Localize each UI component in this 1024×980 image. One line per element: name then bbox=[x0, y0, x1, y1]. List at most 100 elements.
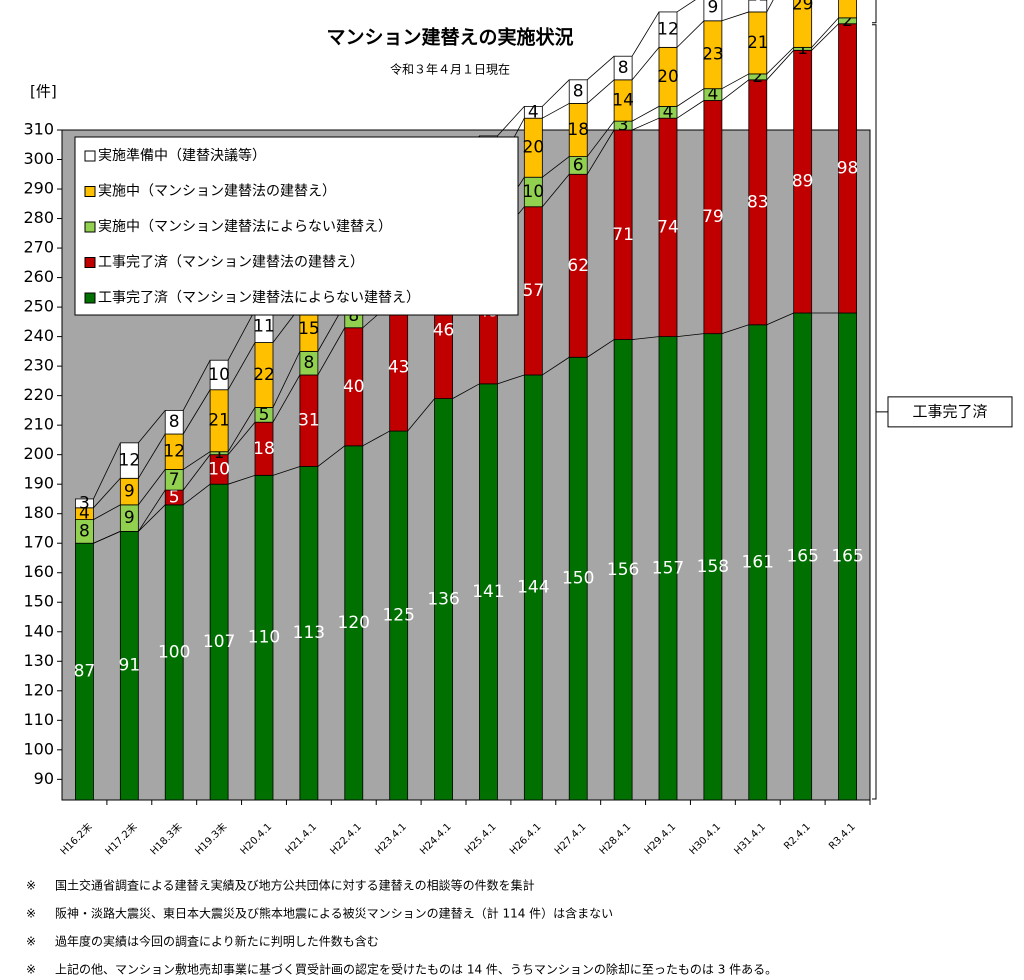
bar-segment bbox=[838, 0, 857, 19]
data-label: 3 bbox=[79, 493, 90, 513]
legend-label: 工事完了済（マンション建替法によらない建替え） bbox=[98, 290, 420, 306]
y-tick-label: 180 bbox=[23, 503, 54, 522]
connector-line bbox=[272, 351, 301, 408]
data-label: 74 bbox=[657, 217, 679, 237]
note-text: 国土交通省調査による建替え実績及び地方公共団体に対する建替えの相談等の件数を集計 bbox=[55, 878, 535, 893]
data-label: 150 bbox=[562, 569, 594, 589]
data-label: 62 bbox=[567, 256, 589, 276]
x-tick-label: R2.4.1 bbox=[782, 821, 813, 852]
data-label: 57 bbox=[523, 281, 545, 301]
note-text: 阪神・淡路大震災、東日本大震災及び熊本地震による被災マンションの建替え（計 11… bbox=[55, 906, 613, 921]
bar-segment bbox=[568, 79, 588, 104]
data-label: 4 bbox=[79, 504, 90, 524]
connector-line bbox=[766, 50, 794, 81]
data-label: 6 bbox=[573, 155, 584, 175]
y-tick-label: 210 bbox=[23, 415, 54, 434]
x-tick-label: H27.4.1 bbox=[553, 821, 589, 857]
connector-line bbox=[317, 445, 346, 467]
bar-segment bbox=[75, 498, 94, 509]
y-tick-label: 200 bbox=[23, 444, 54, 463]
data-label: 161 bbox=[742, 552, 774, 572]
connector-line bbox=[497, 106, 525, 137]
data-label: 110 bbox=[248, 628, 280, 648]
data-label: 9 bbox=[124, 508, 135, 528]
connector-line bbox=[182, 483, 211, 506]
data-label: 157 bbox=[652, 558, 684, 578]
data-label: 100 bbox=[158, 642, 190, 662]
connector-line bbox=[138, 504, 166, 532]
x-tick-label: H31.4.1 bbox=[732, 821, 768, 857]
connector-line bbox=[272, 374, 301, 423]
data-label: 136 bbox=[427, 589, 459, 609]
connector-line bbox=[93, 504, 121, 520]
connector-line bbox=[811, 17, 839, 48]
data-label: 156 bbox=[607, 560, 639, 580]
data-label: 8 bbox=[303, 353, 314, 373]
data-label: 141 bbox=[472, 582, 504, 602]
data-label: 3 bbox=[618, 116, 629, 136]
y-tick-label: 130 bbox=[23, 651, 54, 670]
connector-line bbox=[137, 433, 166, 479]
connector-line bbox=[676, 100, 705, 119]
x-tick-label: H24.4.1 bbox=[418, 821, 454, 857]
connector-line bbox=[542, 103, 570, 119]
connector-line bbox=[542, 79, 570, 107]
connector-line bbox=[138, 469, 166, 506]
y-tick-label: 190 bbox=[23, 474, 54, 493]
data-label: 46 bbox=[433, 321, 455, 341]
connector-line bbox=[631, 117, 660, 131]
y-tick-label: 150 bbox=[23, 592, 54, 611]
connector-line bbox=[766, 47, 794, 75]
connector-line bbox=[766, 0, 774, 13]
legend-label: 実施中（マンション建替法の建替え） bbox=[98, 184, 336, 200]
bar-segment bbox=[703, 0, 723, 22]
data-label: 120 bbox=[338, 613, 370, 633]
connector-line bbox=[676, 0, 696, 13]
data-label: 113 bbox=[293, 623, 325, 643]
connector-line bbox=[227, 309, 256, 361]
data-label: 1 bbox=[214, 443, 225, 463]
bar-segment bbox=[658, 11, 678, 48]
connector-line bbox=[766, 312, 794, 326]
y-tick-label: 220 bbox=[23, 385, 54, 404]
bar-segment bbox=[748, 0, 768, 13]
connector-line bbox=[542, 356, 570, 376]
connector-line bbox=[227, 342, 256, 390]
note-text: 過年度の実績は今回の調査により新たに判明した件数も含む bbox=[55, 934, 379, 949]
legend-swatch bbox=[84, 150, 96, 162]
x-tick-label: H25.4.1 bbox=[463, 821, 499, 857]
data-label: 15 bbox=[298, 319, 320, 339]
connector-line bbox=[586, 79, 615, 104]
connector-line bbox=[137, 489, 166, 532]
bar-segment bbox=[613, 55, 633, 81]
data-label: 18 bbox=[567, 120, 589, 140]
y-tick-label: 250 bbox=[23, 297, 54, 316]
connector-line bbox=[317, 327, 346, 376]
connector-line bbox=[227, 474, 256, 485]
x-tick-label: R3.4.1 bbox=[827, 821, 858, 852]
legend-swatch bbox=[84, 186, 96, 197]
y-tick-label: 120 bbox=[23, 680, 54, 699]
data-label: 91 bbox=[119, 656, 141, 676]
data-label: 71 bbox=[612, 225, 634, 245]
connector-line bbox=[631, 47, 660, 81]
data-label: 10 bbox=[523, 182, 545, 202]
y-tick-label: 170 bbox=[23, 533, 54, 552]
data-label: 165 bbox=[831, 546, 863, 566]
y-tick-label: 100 bbox=[23, 739, 54, 758]
data-label: 20 bbox=[523, 138, 545, 158]
y-tick-label: 290 bbox=[23, 179, 54, 198]
note-text: 上記の他、マンション敷地売却事業に基づく買受計画の認定を受けたものは 14 件、… bbox=[55, 962, 777, 977]
connector-line bbox=[676, 88, 705, 107]
legend-swatch bbox=[84, 292, 96, 304]
x-tick-label: H21.4.1 bbox=[284, 821, 320, 857]
connector-line bbox=[362, 430, 390, 447]
connector-line bbox=[631, 11, 660, 57]
connector-line bbox=[587, 339, 615, 358]
data-label: 11 bbox=[253, 316, 275, 336]
data-label: 12 bbox=[163, 442, 185, 462]
bracket-box bbox=[887, 396, 1013, 428]
connector-line bbox=[632, 336, 660, 340]
y-axis-label: [件] bbox=[30, 83, 57, 101]
